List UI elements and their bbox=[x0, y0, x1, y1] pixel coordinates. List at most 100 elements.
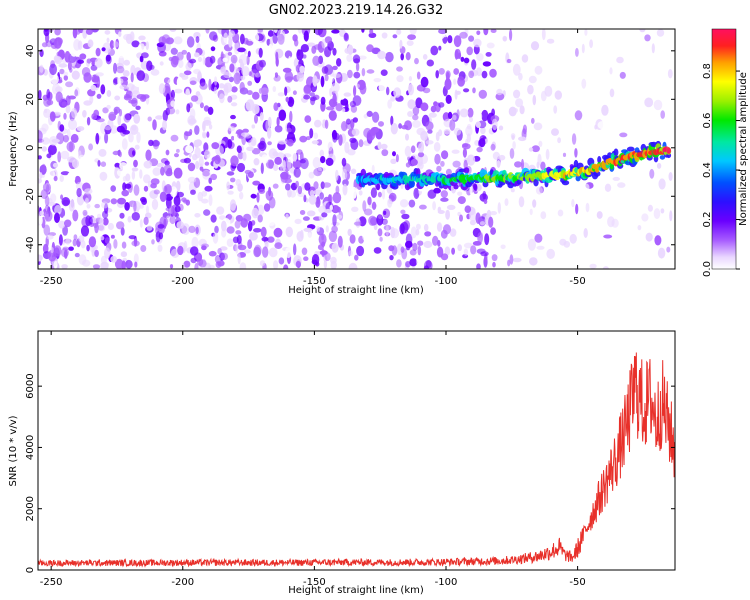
spectrogram-cell bbox=[122, 70, 130, 77]
spectrogram-cell bbox=[292, 153, 298, 162]
spectrogram-cell bbox=[72, 29, 78, 39]
spectrogram-cell bbox=[459, 214, 463, 222]
spectrogram-cell bbox=[106, 37, 110, 43]
spectrogram-cell bbox=[38, 155, 42, 160]
spectrogram-cell bbox=[345, 153, 354, 166]
spectrogram-cell bbox=[54, 56, 63, 65]
snr-y-tick-label: 0 bbox=[25, 567, 36, 573]
spectrogram-cell bbox=[235, 244, 239, 254]
spectrogram-cell bbox=[84, 188, 93, 195]
spectrogram-cell bbox=[349, 100, 356, 108]
spectrogram-signal-cell bbox=[575, 175, 581, 182]
spectrogram-cell bbox=[317, 167, 326, 172]
spectrogram-cell bbox=[351, 186, 358, 199]
spectrogram-cell bbox=[468, 209, 477, 222]
spectrogram-cell bbox=[427, 129, 433, 134]
spectrogram-cell bbox=[68, 119, 77, 130]
spectrogram-cell bbox=[54, 204, 62, 216]
spectrogram-cell bbox=[133, 159, 138, 168]
spectrogram-cell bbox=[183, 240, 188, 252]
spectrogram-cell bbox=[65, 238, 71, 245]
spectrogram-cell bbox=[463, 159, 468, 170]
spectrogram-cell bbox=[157, 244, 163, 252]
spectrogram-cell bbox=[366, 69, 375, 74]
spectrogram-cell bbox=[41, 137, 50, 145]
spectrogram-cell bbox=[527, 238, 537, 251]
spectrogram-cell bbox=[644, 34, 651, 42]
spectrogram-cell bbox=[237, 253, 241, 265]
spectrogram-cell bbox=[132, 150, 136, 156]
spectrogram-cell bbox=[452, 160, 461, 168]
spectrogram-cell bbox=[201, 245, 207, 251]
spectrogram-y-ticks: 40 20 0 -20 -40 bbox=[25, 44, 675, 253]
spectrogram-cell bbox=[194, 262, 199, 269]
spectrogram-cell bbox=[259, 59, 266, 68]
snr-x-ticks: -250 -200 -150 -100 -50 bbox=[40, 331, 586, 588]
spectrogram-cell bbox=[294, 199, 302, 206]
snr-y-ticks: 0 2000 4000 6000 bbox=[25, 373, 675, 573]
spectrogram-cell bbox=[341, 157, 347, 167]
spectrogram-cell bbox=[209, 239, 214, 247]
spectrogram-y-tick-label: -20 bbox=[25, 188, 36, 204]
spectrogram-cell bbox=[177, 59, 184, 68]
spectrogram-cell bbox=[509, 254, 514, 265]
spectrogram-signal-cell bbox=[533, 178, 539, 187]
spectrogram-cell bbox=[107, 222, 114, 231]
spectrogram-cell bbox=[239, 191, 244, 200]
spectrogram-cell bbox=[275, 57, 279, 67]
spectrogram-cell bbox=[41, 42, 48, 48]
spectrogram-cell bbox=[278, 109, 287, 121]
spectrogram-cell bbox=[325, 225, 329, 233]
spectrogram-cell bbox=[174, 205, 181, 213]
spectrogram-cell bbox=[617, 182, 626, 188]
spectrogram-cell bbox=[79, 53, 87, 60]
spectrogram-cell bbox=[410, 145, 416, 153]
spectrogram-cell bbox=[167, 107, 176, 115]
spectrogram-cell bbox=[445, 209, 450, 220]
spectrogram-cell bbox=[239, 262, 247, 269]
spectrogram-cell bbox=[285, 226, 293, 238]
spectrogram-cell bbox=[344, 47, 352, 54]
spectrogram-cell bbox=[407, 84, 414, 96]
spectrogram-cell bbox=[227, 139, 233, 149]
spectrogram-cell bbox=[94, 221, 99, 234]
spectrogram-cell bbox=[146, 205, 149, 215]
spectrogram-cell bbox=[273, 29, 278, 33]
spectrogram-cell bbox=[204, 161, 210, 166]
spectrogram-cell bbox=[468, 70, 475, 79]
spectrogram-cell bbox=[131, 167, 139, 172]
spectrogram-cell bbox=[39, 172, 43, 179]
spectrogram-cell bbox=[273, 227, 283, 238]
spectrogram-cell bbox=[338, 134, 343, 146]
spectrogram-cell bbox=[392, 151, 396, 157]
spectrogram-cell bbox=[303, 227, 313, 232]
spectrogram-cell bbox=[272, 86, 277, 92]
spectrogram-cell bbox=[90, 64, 98, 71]
spectrogram-cell bbox=[63, 249, 68, 259]
spectrogram-cell bbox=[313, 106, 320, 115]
spectrogram-cell bbox=[162, 120, 167, 131]
spectrogram-cell bbox=[620, 37, 625, 47]
spectrogram-cell bbox=[230, 177, 236, 183]
spectrogram-cell bbox=[481, 70, 488, 79]
spectrogram-cell bbox=[165, 149, 170, 156]
spectrogram-cell bbox=[303, 30, 309, 42]
spectrogram-cell bbox=[382, 219, 388, 226]
spectrogram-cell bbox=[120, 227, 125, 236]
spectrogram-cell bbox=[165, 37, 174, 45]
spectrogram-cell bbox=[112, 139, 122, 151]
spectrogram-x-tick-label: -100 bbox=[435, 276, 458, 287]
spectrogram-cell bbox=[399, 223, 405, 235]
spectrogram-cell bbox=[637, 225, 642, 231]
spectrogram-cell bbox=[284, 86, 288, 97]
spectrogram-cell bbox=[260, 85, 269, 96]
spectrogram-cell bbox=[286, 127, 292, 133]
spectrogram-cell bbox=[174, 153, 179, 158]
spectrogram-cell bbox=[311, 259, 318, 265]
spectrogram-cell bbox=[273, 163, 279, 172]
spectrogram-cell bbox=[340, 121, 348, 132]
spectrogram-cell bbox=[142, 29, 148, 37]
spectrogram-cell bbox=[46, 88, 51, 101]
spectrogram-cell bbox=[82, 83, 89, 89]
spectrogram-cell bbox=[235, 230, 242, 235]
